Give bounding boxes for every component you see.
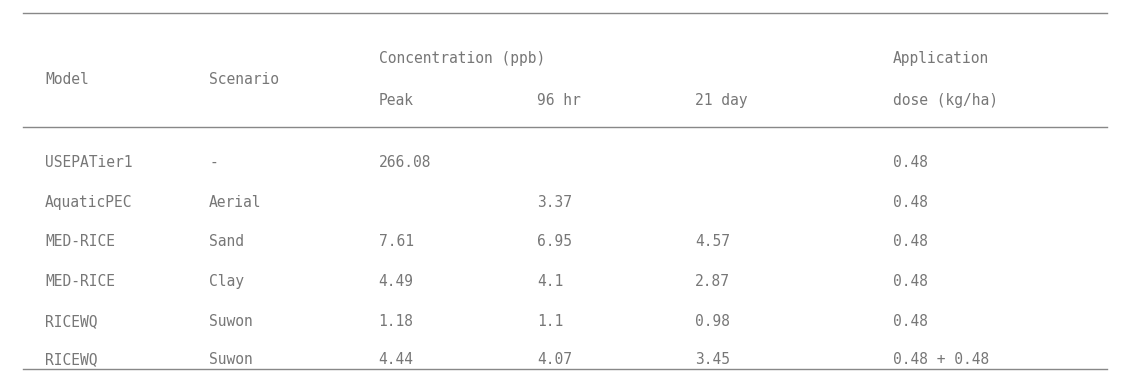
Text: Peak: Peak — [379, 93, 414, 108]
Text: RICEWQ: RICEWQ — [45, 352, 97, 367]
Text: 1.1: 1.1 — [537, 314, 563, 329]
Text: 3.45: 3.45 — [695, 352, 730, 367]
Text: 4.44: 4.44 — [379, 352, 414, 367]
Text: AquaticPEC: AquaticPEC — [45, 195, 132, 210]
Text: Aerial: Aerial — [209, 195, 261, 210]
Text: 96 hr: 96 hr — [537, 93, 581, 108]
Text: Clay: Clay — [209, 274, 244, 289]
Text: 0.48: 0.48 — [893, 155, 928, 170]
Text: 0.48: 0.48 — [893, 274, 928, 289]
Text: RICEWQ: RICEWQ — [45, 314, 97, 329]
Text: 6.95: 6.95 — [537, 234, 572, 249]
Text: 0.48: 0.48 — [893, 314, 928, 329]
Text: Application: Application — [893, 51, 989, 66]
Text: 266.08: 266.08 — [379, 155, 431, 170]
Text: 21 day: 21 day — [695, 93, 747, 108]
Text: 4.07: 4.07 — [537, 352, 572, 367]
Text: Model: Model — [45, 72, 89, 87]
Text: 3.37: 3.37 — [537, 195, 572, 210]
Text: Suwon: Suwon — [209, 314, 253, 329]
Text: -: - — [209, 155, 218, 170]
Text: 0.48 + 0.48: 0.48 + 0.48 — [893, 352, 989, 367]
Text: dose (kg/ha): dose (kg/ha) — [893, 93, 998, 108]
Text: 7.61: 7.61 — [379, 234, 414, 249]
Text: MED-RICE: MED-RICE — [45, 234, 115, 249]
Text: USEPATier1: USEPATier1 — [45, 155, 132, 170]
Text: 0.98: 0.98 — [695, 314, 730, 329]
Text: 4.1: 4.1 — [537, 274, 563, 289]
Text: MED-RICE: MED-RICE — [45, 274, 115, 289]
Text: 1.18: 1.18 — [379, 314, 414, 329]
Text: 0.48: 0.48 — [893, 234, 928, 249]
Text: Sand: Sand — [209, 234, 244, 249]
Text: 4.57: 4.57 — [695, 234, 730, 249]
Text: Scenario: Scenario — [209, 72, 279, 87]
Text: Concentration (ppb): Concentration (ppb) — [379, 51, 545, 66]
Text: 2.87: 2.87 — [695, 274, 730, 289]
Text: 0.48: 0.48 — [893, 195, 928, 210]
Text: 4.49: 4.49 — [379, 274, 414, 289]
Text: Suwon: Suwon — [209, 352, 253, 367]
